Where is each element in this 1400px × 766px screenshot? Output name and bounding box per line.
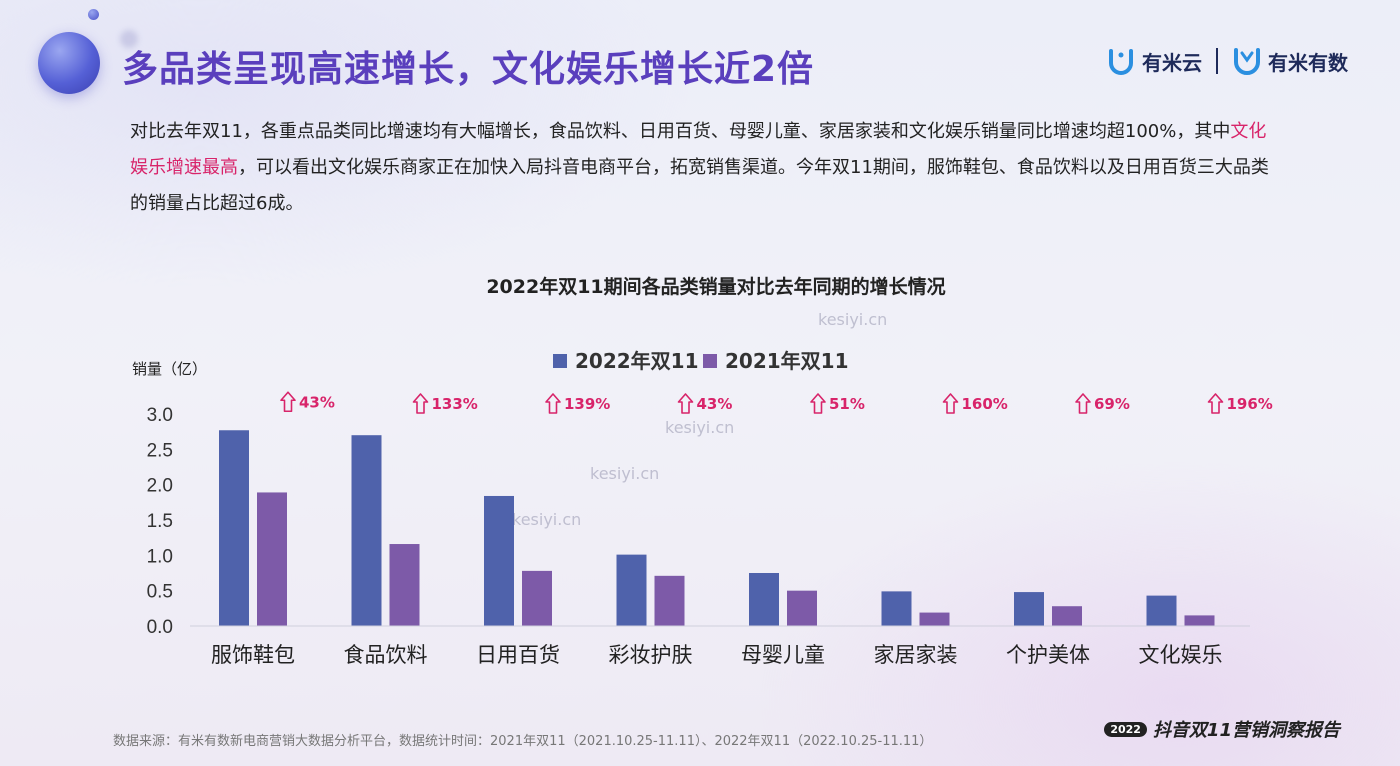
bar-2022 bbox=[219, 430, 249, 626]
bar-2021 bbox=[257, 492, 287, 626]
y-tick-label: 0.0 bbox=[147, 617, 173, 638]
decorative-orb-blur bbox=[120, 30, 138, 48]
description-highlight: 文化娱乐增速最高 bbox=[130, 121, 1267, 178]
y-tick-label: 2.0 bbox=[147, 476, 173, 497]
bar-2022 bbox=[881, 591, 912, 626]
bar-2022 bbox=[749, 573, 779, 626]
y-axis-label: 销量（亿） bbox=[132, 360, 207, 378]
page-title: 多品类呈现高速增长，文化娱乐增长近2倍 bbox=[122, 49, 815, 90]
x-tick-label: 彩妆护肤 bbox=[609, 643, 693, 667]
growth-arrow-icon bbox=[677, 393, 694, 414]
growth-arrow-icon bbox=[1207, 393, 1224, 414]
legend-label: 2022年双11 bbox=[575, 349, 699, 373]
y-tick-label: 0.5 bbox=[147, 582, 173, 603]
growth-label: 160% bbox=[962, 395, 1008, 413]
decorative-orb bbox=[38, 32, 100, 94]
growth-arrow-icon bbox=[280, 391, 296, 413]
watermark: kesiyi.cn bbox=[665, 418, 735, 437]
watermark: kesiyi.cn bbox=[590, 464, 660, 483]
bar-2021 bbox=[919, 612, 950, 626]
x-tick-label: 文化娱乐 bbox=[1139, 643, 1223, 667]
x-tick-label: 食品饮料 bbox=[344, 643, 428, 667]
bar-2021 bbox=[1052, 606, 1082, 626]
x-tick-label: 家居家装 bbox=[874, 643, 958, 667]
decorative-orb-small bbox=[88, 9, 99, 20]
growth-label: 133% bbox=[432, 395, 478, 413]
y-tick-label: 1.5 bbox=[147, 511, 173, 532]
description-text-2: ，可以看出文化娱乐商家正在加快入局抖音电商平台，拓宽销售渠道。今年双11期间，服… bbox=[130, 157, 1269, 214]
x-tick-label: 母婴儿童 bbox=[741, 643, 825, 667]
youmiyun-logo: 有米云 bbox=[1106, 46, 1202, 76]
growth-label: 69% bbox=[1094, 395, 1130, 413]
description-paragraph: 对比去年双11，各重点品类同比增速均有大幅增长，食品饮料、日用百货、母婴儿童、家… bbox=[130, 114, 1280, 222]
x-tick-label: 个护美体 bbox=[1006, 643, 1090, 667]
bar-2021 bbox=[654, 575, 685, 626]
youmiyun-logo-text: 有米云 bbox=[1142, 50, 1202, 75]
youmiyun-icon bbox=[1109, 49, 1133, 75]
logo-divider bbox=[1216, 48, 1218, 74]
growth-label: 139% bbox=[564, 395, 610, 413]
growth-arrow-icon bbox=[545, 393, 561, 414]
youmiyoushu-logo: 有米有数 bbox=[1232, 46, 1348, 76]
bar-2022 bbox=[351, 435, 382, 626]
bar-2021 bbox=[1184, 615, 1215, 626]
y-tick-label: 1.0 bbox=[147, 546, 173, 567]
data-source-footnote: 数据来源：有米有数新电商营销大数据分析平台，数据统计时间：2021年双11（20… bbox=[113, 734, 933, 749]
growth-arrow-icon bbox=[1075, 393, 1091, 414]
growth-label: 43% bbox=[697, 395, 733, 413]
growth-arrow-icon bbox=[810, 393, 826, 414]
bar-2022 bbox=[484, 495, 514, 626]
youmiyoushu-icon bbox=[1234, 48, 1260, 75]
x-tick-label: 服饰鞋包 bbox=[211, 643, 295, 667]
watermark: kesiyi.cn bbox=[512, 510, 582, 529]
brand-text: 抖音双11营销洞察报告 bbox=[1152, 720, 1340, 741]
description-text-1: 对比去年双11，各重点品类同比增速均有大幅增长，食品饮料、日用百货、母婴儿童、家… bbox=[130, 121, 1231, 142]
report-brand: 2022 抖音双11营销洞察报告 bbox=[1104, 716, 1340, 742]
legend-swatch bbox=[703, 354, 717, 368]
x-tick-label: 日用百货 bbox=[476, 643, 560, 667]
brand-year-badge: 2022 bbox=[1104, 721, 1147, 737]
y-tick-label: 2.5 bbox=[147, 440, 173, 461]
bar-2022 bbox=[1014, 592, 1044, 626]
y-tick-label: 3.0 bbox=[147, 405, 173, 426]
bar-2022 bbox=[616, 554, 647, 626]
growth-label: 43% bbox=[299, 393, 335, 411]
bar-2021 bbox=[787, 590, 817, 626]
youmiyoushu-logo-text: 有米有数 bbox=[1268, 50, 1348, 75]
logo-bar: 有米云 有米有数 bbox=[1106, 46, 1348, 76]
bar-2021 bbox=[389, 544, 420, 626]
legend-swatch bbox=[553, 354, 567, 368]
growth-label: 196% bbox=[1227, 395, 1273, 413]
legend-label: 2021年双11 bbox=[725, 349, 849, 373]
bar-2021 bbox=[522, 570, 552, 626]
growth-arrow-icon bbox=[942, 393, 959, 414]
chart-title: 2022年双11期间各品类销量对比去年同期的增长情况 bbox=[486, 276, 946, 298]
growth-label: 51% bbox=[829, 395, 865, 413]
watermark: kesiyi.cn bbox=[818, 310, 888, 329]
bar-2022 bbox=[1146, 595, 1177, 626]
growth-arrow-icon bbox=[412, 393, 429, 414]
